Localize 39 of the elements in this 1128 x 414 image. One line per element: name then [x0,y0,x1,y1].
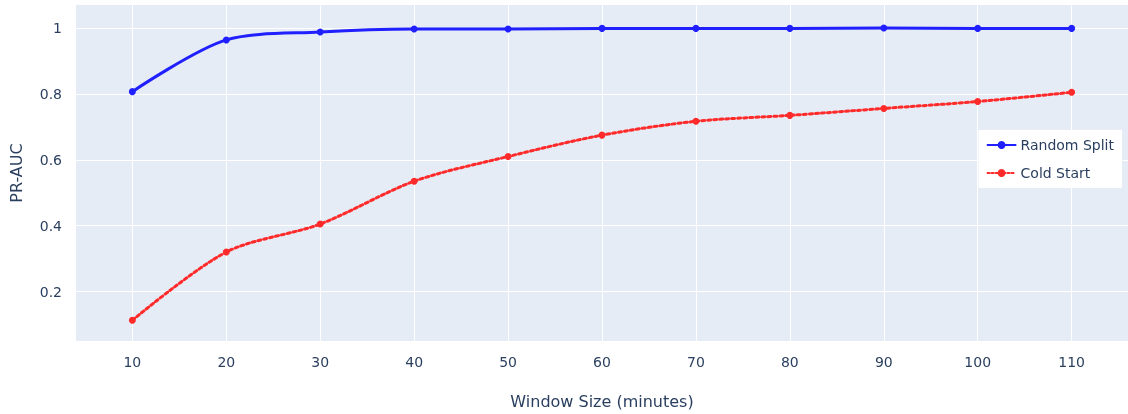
point [880,104,888,112]
point [128,88,136,96]
x-tick-label: 90 [874,354,893,370]
point [222,36,230,44]
x-tick-label: 70 [687,354,705,370]
y-tick-label: 0.6 [39,151,63,168]
point [786,111,794,119]
point [598,24,606,32]
y-tick-label: 1 [53,20,62,37]
point [692,24,700,32]
point [222,248,230,256]
point [316,28,324,36]
x-tick-label: 60 [593,354,611,370]
point [786,24,794,32]
point [1068,88,1076,96]
point [1068,24,1076,32]
x-tick-label: 40 [405,354,424,370]
point [128,316,136,324]
y-axis-title: PR-AUC [6,143,26,203]
x-tick-label: 10 [123,354,142,370]
x-tick-label: 50 [499,354,517,370]
point [504,153,512,161]
legend-label: Cold Start [1020,165,1091,181]
y-tick-label: 0.2 [39,283,62,300]
point [974,98,982,106]
point [880,24,888,32]
y-tick-label: 0.4 [39,217,63,234]
x-tick-label: 30 [311,354,330,370]
point [410,177,418,185]
point [974,24,982,32]
point [692,117,700,125]
x-tick-label: 80 [780,354,799,370]
x-tick-label: 110 [1058,354,1086,370]
x-axis-title: Window Size (minutes) [510,391,694,411]
legend-label: Random Split [1020,137,1115,153]
x-tick-label: 20 [217,354,236,370]
x-tick-label: 100 [964,354,992,370]
point [316,220,324,228]
y-tick-label: 0.8 [39,85,62,102]
